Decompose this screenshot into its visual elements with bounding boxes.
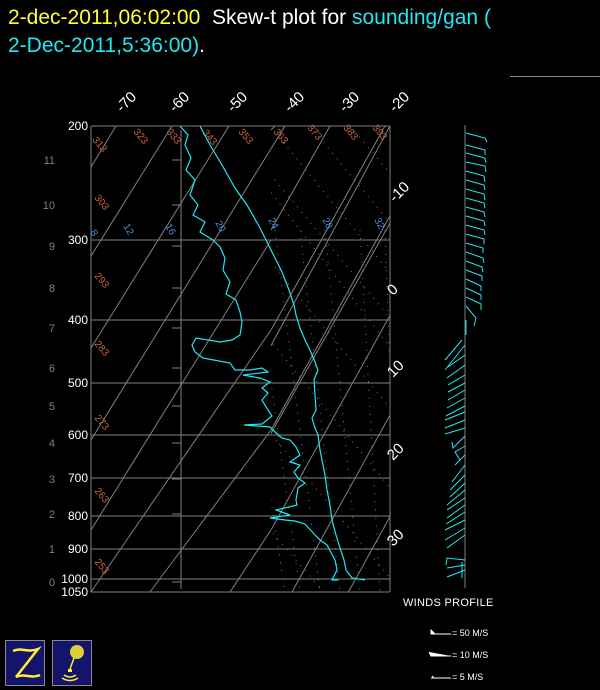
isotherms: [271, 126, 390, 592]
legend-5ms: = 5 M/S: [452, 672, 484, 682]
svg-text:9: 9: [49, 241, 55, 253]
svg-text:1000: 1000: [61, 572, 88, 586]
svg-text:273: 273: [92, 413, 111, 433]
svg-text:8: 8: [87, 228, 100, 239]
svg-text:24: 24: [265, 216, 280, 232]
svg-text:1050: 1050: [61, 585, 88, 599]
svg-text:600: 600: [68, 428, 88, 442]
legend-10ms: = 10 M/S: [452, 650, 489, 660]
svg-text:200: 200: [68, 119, 88, 133]
svg-text:293: 293: [92, 271, 111, 291]
radar-balloon-icon: [61, 645, 84, 682]
z-logo-button[interactable]: [5, 640, 45, 686]
svg-text:300: 300: [68, 233, 88, 247]
svg-text:20: 20: [212, 219, 227, 235]
svg-text:32: 32: [371, 216, 386, 232]
svg-text:0: 0: [384, 281, 402, 299]
svg-text:8: 8: [49, 283, 55, 295]
source-name: sounding/gan (: [352, 6, 491, 29]
svg-text:1: 1: [49, 544, 55, 556]
mixing-ratio-labels: 8 12 16 20 24 28 32: [87, 216, 386, 239]
isotherms-left: [90, 125, 286, 593]
svg-text:5: 5: [49, 401, 55, 413]
svg-text:-40: -40: [281, 88, 308, 115]
z-logo-icon: [12, 646, 42, 679]
svg-text:900: 900: [68, 542, 88, 556]
svg-text:253: 253: [92, 557, 111, 577]
obs-time: 2-Dec-2011,5:36:00): [8, 34, 200, 57]
svg-text:-20: -20: [386, 88, 413, 115]
dewpoint-trace: [179, 125, 338, 581]
svg-text:400: 400: [68, 313, 88, 327]
svg-text:3: 3: [49, 474, 55, 486]
wind-profile: [444, 125, 488, 588]
svg-text:12: 12: [120, 222, 135, 238]
svg-text:313: 313: [90, 135, 109, 155]
svg-text:2: 2: [49, 509, 55, 521]
svg-text:20: 20: [384, 440, 408, 464]
pressure-axis: 200 300 400 500 600 700 800 900 1000 1050: [61, 119, 88, 599]
svg-text:-50: -50: [224, 88, 251, 115]
svg-text:6: 6: [49, 363, 55, 375]
svg-text:700: 700: [68, 471, 88, 485]
legend-50ms: = 50 M/S: [452, 628, 489, 638]
svg-text:30: 30: [384, 526, 408, 550]
svg-text:-30: -30: [336, 88, 363, 115]
valid-time: 2-dec-2011,06:02:00: [8, 6, 201, 29]
svg-text:500: 500: [68, 376, 88, 390]
isotherm-labels: -70 -60 -50 -40 -30 -20 -10 0 10 20 30: [113, 88, 413, 549]
wind-legend-glyphs: [428, 628, 451, 679]
svg-text:353: 353: [236, 127, 255, 147]
adiabat-labels: 313 323 333 343 353 363 373 383 393 303 …: [90, 123, 389, 577]
temperature-trace: [199, 125, 366, 581]
radar-logo-button[interactable]: [52, 640, 92, 686]
svg-text:4: 4: [49, 438, 55, 450]
divider: [510, 76, 600, 77]
svg-text:10: 10: [384, 357, 408, 381]
svg-text:800: 800: [68, 509, 88, 523]
winds-profile-label: WINDS PROFILE: [403, 597, 494, 609]
svg-text:11: 11: [44, 155, 55, 167]
mixing-ratio-lines: [271, 229, 390, 592]
svg-text:0: 0: [49, 577, 55, 589]
svg-text:7: 7: [49, 323, 55, 335]
chart-title: 2-dec-2011,06:02:00 Skew-t plot for soun…: [8, 6, 491, 57]
svg-text:323: 323: [131, 127, 150, 147]
svg-text:333: 333: [164, 127, 183, 147]
svg-text:10: 10: [43, 200, 55, 212]
dry-adiabats: [271, 126, 390, 592]
svg-text:28: 28: [319, 216, 334, 232]
svg-text:16: 16: [162, 222, 177, 238]
svg-text:-60: -60: [166, 88, 193, 115]
svg-text:-70: -70: [113, 88, 140, 115]
svg-text:303: 303: [92, 193, 111, 213]
title-text: Skew-t plot for: [211, 6, 347, 29]
pressure-lines: [90, 125, 391, 593]
